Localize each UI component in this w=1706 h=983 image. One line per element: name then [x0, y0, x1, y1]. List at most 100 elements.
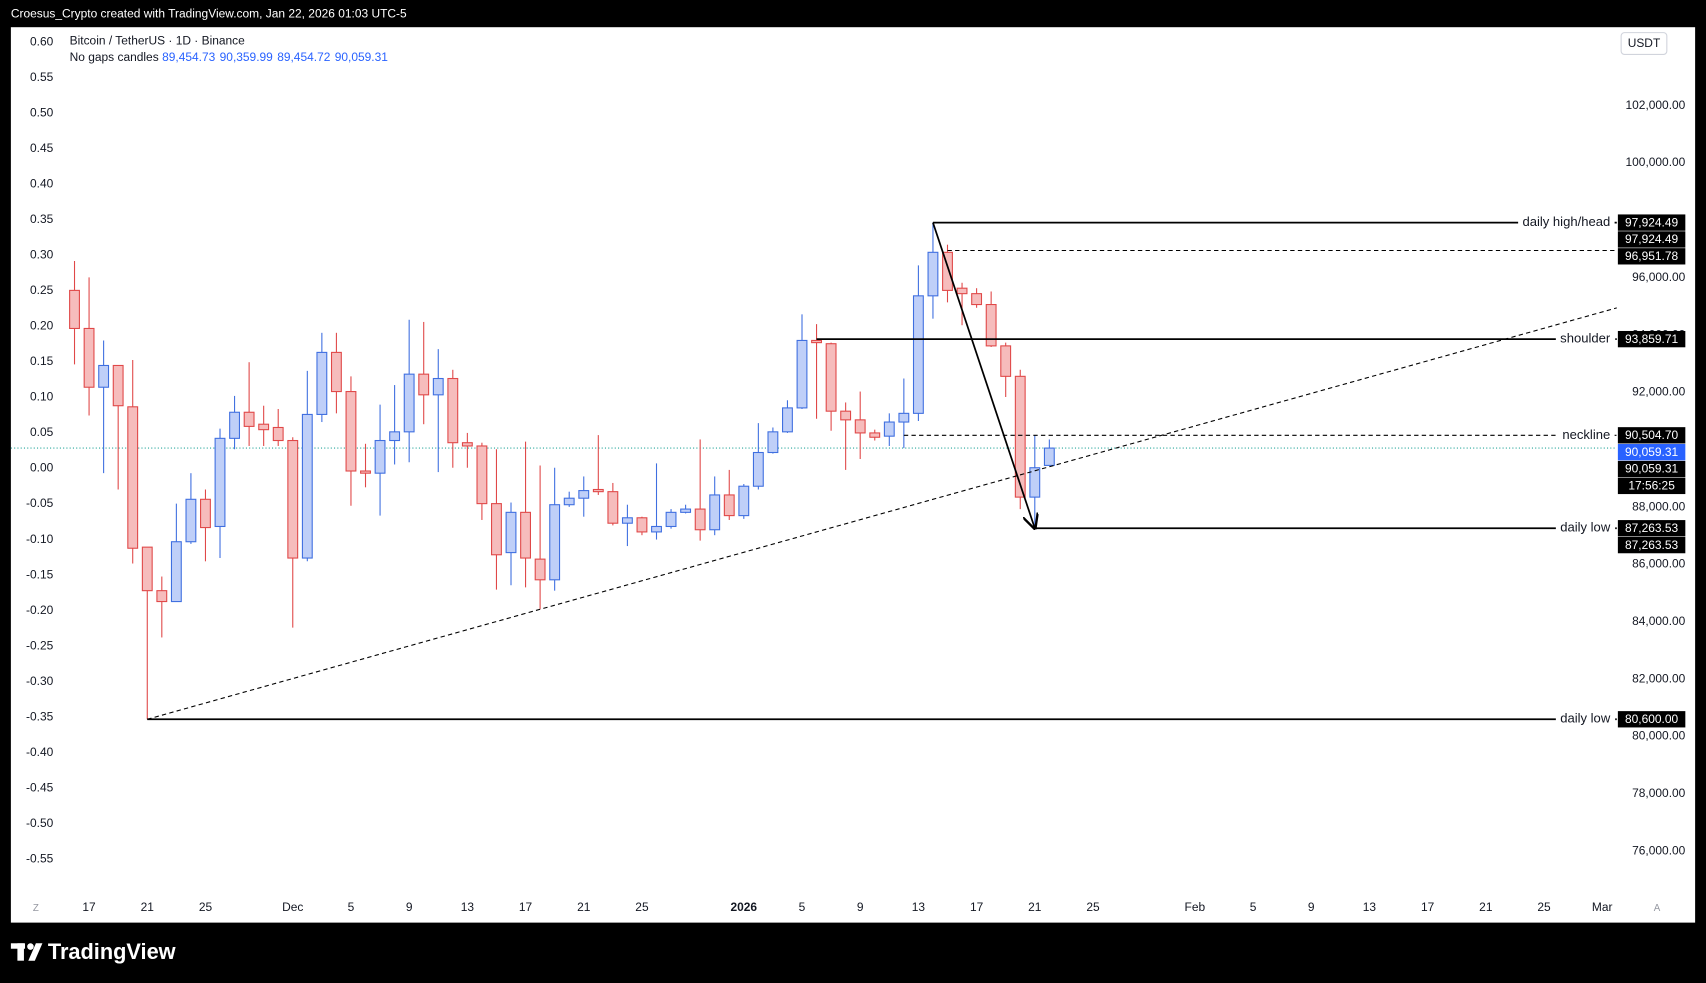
- logo-stem: [17, 943, 24, 961]
- left-tick-label: -0.30: [26, 674, 54, 688]
- time-tick-label: 17: [519, 900, 533, 914]
- time-tick-label: 9: [406, 900, 413, 914]
- candle-body: [752, 451, 764, 487]
- time-tick-label: 25: [635, 900, 649, 914]
- price-tick-label: 100,000.00: [1625, 155, 1685, 169]
- candle-body: [680, 508, 692, 513]
- left-tick-label: 0.15: [30, 354, 54, 368]
- left-tick-label: 0.20: [30, 319, 54, 333]
- left-tick-label: 0.50: [30, 105, 54, 119]
- currency-box[interactable]: [1620, 32, 1668, 55]
- candle-body: [83, 327, 95, 388]
- candle-body: [214, 437, 226, 528]
- left-tick-label: 0.60: [30, 34, 54, 48]
- price-box: [1617, 231, 1686, 248]
- price-box: [1617, 520, 1686, 537]
- time-tick-label: 17: [1421, 900, 1435, 914]
- price-box-label: 97,924.49: [1625, 232, 1679, 246]
- candle-body: [767, 431, 779, 454]
- left-tick-label: 0.40: [30, 176, 54, 190]
- line-label: daily low: [1560, 711, 1611, 726]
- left-tick-label: -0.25: [26, 638, 54, 652]
- axis-button[interactable]: Z: [33, 903, 39, 914]
- candle-body: [258, 423, 270, 431]
- chart-area: [10, 27, 1696, 923]
- candle-body: [476, 445, 488, 505]
- trend-line: [147, 307, 1617, 720]
- left-tick-label: -0.20: [26, 603, 54, 617]
- candle-body: [1043, 447, 1055, 466]
- left-tick-label: 0.45: [30, 141, 54, 155]
- price-tick-label: 86,000.00: [1632, 557, 1686, 571]
- price-box-label: 90,059.31: [1625, 462, 1679, 476]
- price-tick-label: 96,000.00: [1632, 270, 1686, 284]
- price-tick-label: 76,000.00: [1632, 843, 1686, 857]
- line-label: neckline: [1562, 427, 1610, 442]
- line-label: daily high/head: [1522, 214, 1610, 229]
- left-tick-label: -0.55: [26, 852, 54, 866]
- candle-body: [301, 413, 313, 559]
- legend-value: 90,059.31: [335, 50, 389, 64]
- price-tick-label: 92,000.00: [1632, 385, 1686, 399]
- candle-body: [854, 419, 866, 434]
- axis-button[interactable]: A: [1654, 903, 1661, 914]
- candle-body: [287, 439, 299, 559]
- price-box-label: 90,504.70: [1625, 428, 1679, 442]
- candle-body: [432, 377, 444, 396]
- price-box: [1617, 711, 1686, 728]
- time-tick-label: 13: [461, 900, 475, 914]
- left-tick-label: 0.30: [30, 247, 54, 261]
- price-box: [1617, 444, 1686, 461]
- candle-body: [971, 293, 983, 306]
- candle-body: [912, 295, 924, 414]
- legend-value: 89,454.72: [277, 50, 331, 64]
- candle-body: [782, 407, 793, 433]
- candle-body: [956, 287, 968, 295]
- left-tick-label: -0.10: [26, 532, 54, 546]
- candle-body: [141, 546, 153, 592]
- left-tick-label: 0.00: [30, 461, 54, 475]
- candle-body: [898, 412, 910, 423]
- price-box: [1617, 477, 1686, 495]
- time-tick-label: 21: [1479, 900, 1493, 914]
- time-tick-label: Feb: [1185, 900, 1206, 914]
- candle-body: [403, 373, 415, 433]
- candle-body: [1029, 467, 1041, 498]
- candle-body: [461, 442, 473, 447]
- candle-body: [883, 421, 895, 437]
- left-tick-label: 0.10: [30, 390, 54, 404]
- price-box-label: 17:56:25: [1628, 479, 1675, 493]
- candle-body: [360, 470, 371, 474]
- candle-body: [447, 377, 459, 444]
- time-tick-label: 25: [199, 900, 213, 914]
- chart-subtitle: No gaps candles: [70, 50, 159, 64]
- time-tick-label: 9: [857, 900, 864, 914]
- plot: [10, 222, 1617, 720]
- time-tick-label: 5: [799, 900, 806, 914]
- candle-body: [1000, 345, 1012, 377]
- price-box-label: 97,924.49: [1625, 215, 1679, 229]
- left-tick-label: -0.40: [26, 745, 54, 759]
- candle-body: [709, 494, 721, 531]
- time-tick-label: 21: [1028, 900, 1042, 914]
- left-tick-label: 0.55: [30, 70, 54, 84]
- price-box: [1617, 330, 1686, 348]
- brand-name: TradingView: [48, 939, 176, 964]
- line-label-bg: [1558, 425, 1615, 443]
- left-tick-label: -0.05: [26, 496, 54, 510]
- candle-body: [330, 351, 342, 393]
- time-tick-label: 5: [1250, 900, 1257, 914]
- chart-title: Bitcoin / TetherUS · 1D · Binance: [70, 33, 246, 47]
- candle-body: [840, 410, 852, 421]
- candle-body: [229, 411, 241, 439]
- axes: 0.60 0.55 0.50 0.45 0.40 0.35 0.30 0.25 0.20 0.15…: [26, 34, 1686, 914]
- price-box-label: 87,263.53: [1625, 521, 1679, 535]
- price-box: [1617, 427, 1686, 444]
- time-tick-label: 17: [970, 900, 984, 914]
- credit: Croesus_Crypto created with TradingView.…: [11, 6, 407, 20]
- legend-value: 89,454.73: [162, 50, 216, 64]
- candle-body: [505, 511, 517, 554]
- left-tick-label: -0.15: [26, 567, 54, 581]
- currency[interactable]: USDT: [1628, 36, 1661, 50]
